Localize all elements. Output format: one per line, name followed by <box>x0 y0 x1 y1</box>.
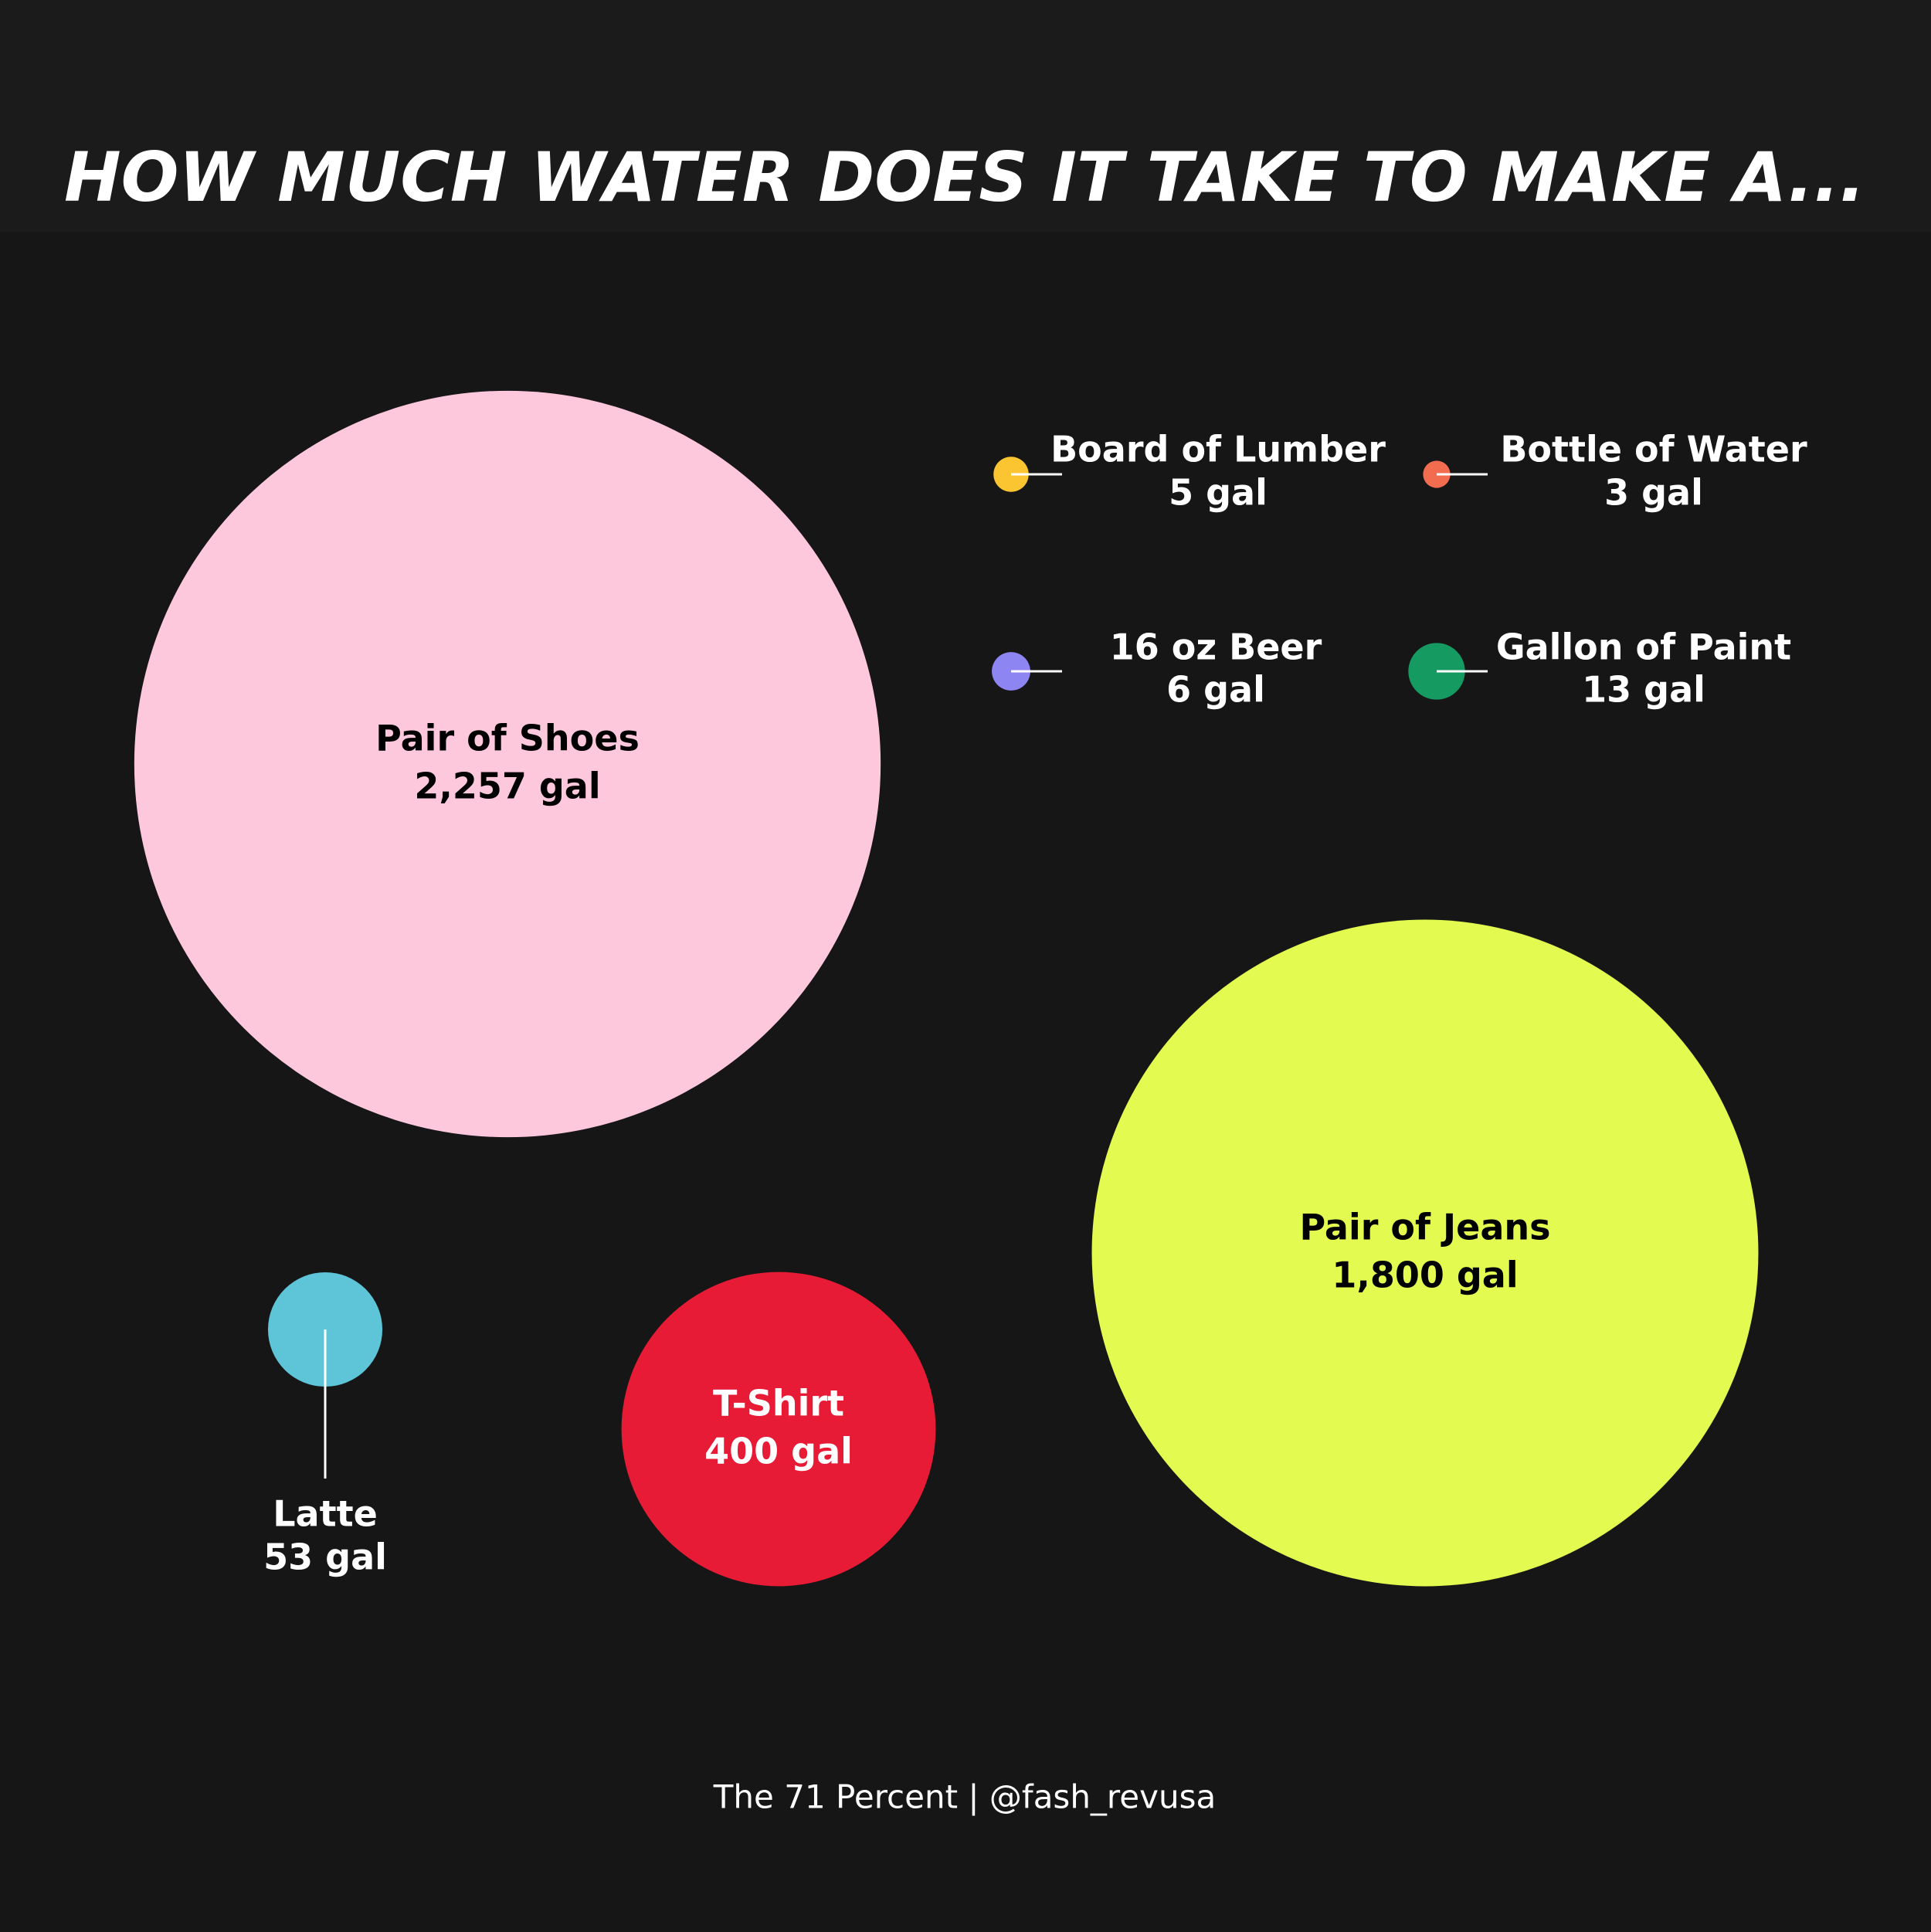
value-label: 53 gal <box>263 1536 387 1578</box>
bubble-label: 16 oz Beer <box>1110 626 1322 668</box>
value-label: 2,257 gal <box>414 766 600 807</box>
value-label: 1,800 gal <box>1332 1255 1518 1296</box>
footer: The 71 Percent | @fash_revusa <box>713 1778 1216 1816</box>
bubble-label: Board of Lumber <box>1050 429 1386 470</box>
bubble <box>134 390 881 1138</box>
chart-title: HOW MUCH WATER DOES IT TAKE TO MAKE A... <box>64 138 1865 217</box>
bubble-label: Latte <box>273 1493 378 1535</box>
value-label: 3 gal <box>1604 472 1703 514</box>
bubble-label: Pair of Jeans <box>1299 1207 1550 1248</box>
value-label: 5 gal <box>1169 472 1268 514</box>
bubble-label: Pair of Shoes <box>375 718 640 759</box>
value-label: 13 gal <box>1582 669 1705 711</box>
value-label: 400 gal <box>704 1431 853 1472</box>
bubble <box>621 1272 936 1587</box>
bubble <box>1091 919 1759 1587</box>
bubble-label: Bottle of Water <box>1500 429 1807 470</box>
value-label: 6 gal <box>1166 669 1265 711</box>
header-texture <box>0 0 1931 232</box>
bubble-label: T-Shirt <box>713 1383 844 1424</box>
bubble-label: Gallon of Paint <box>1496 626 1791 668</box>
